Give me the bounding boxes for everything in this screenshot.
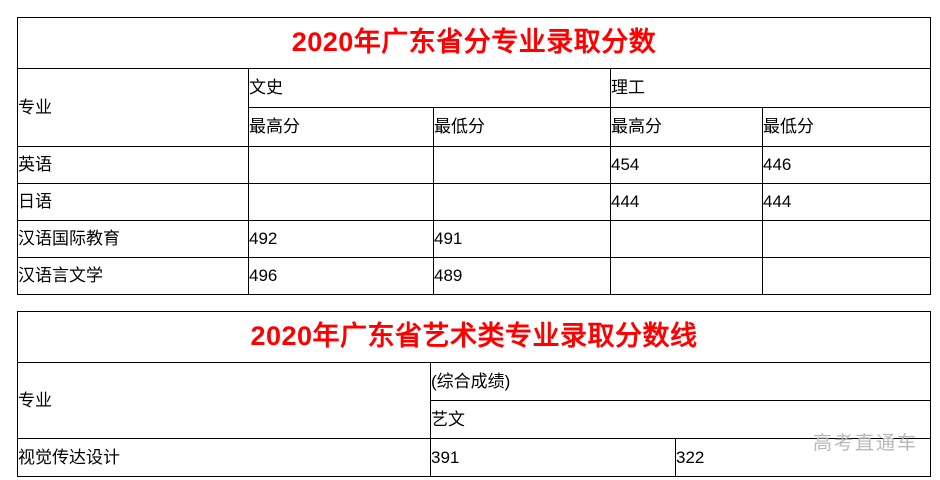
wenshi-min-score: 491	[433, 220, 611, 258]
art-scores-title-row: 2020年广东省艺术类专业录取分数线	[17, 311, 931, 363]
art-scores-table: 2020年广东省艺术类专业录取分数线 专业 (综合成绩) 艺文 视觉传达设计 3…	[17, 311, 931, 477]
table-row: 英语 454 446	[17, 146, 932, 184]
art-major-name: 视觉传达设计	[17, 438, 431, 477]
ligong-min-score	[761, 220, 932, 258]
art-score-highlighted: 391	[430, 438, 676, 477]
header-group-ligong: 理工	[609, 68, 932, 108]
art-scores-header-row-1: 专业 (综合成绩)	[17, 362, 931, 439]
header-ligong-min: 最低分	[761, 107, 932, 147]
art-header-major-label: 专业	[17, 362, 431, 439]
wenshi-max-score	[248, 183, 434, 221]
major-name: 汉语国际教育	[17, 220, 249, 258]
wenshi-min-score	[433, 183, 611, 221]
header-major-label: 专业	[17, 68, 249, 147]
table-row: 汉语言文学 496 489	[17, 257, 932, 295]
ligong-min-score: 446	[761, 146, 932, 184]
major-name: 日语	[17, 183, 249, 221]
major-name: 汉语言文学	[17, 257, 249, 295]
wenshi-max-score: 496	[248, 257, 434, 295]
ligong-max-score: 454	[610, 146, 763, 184]
header-wenshi-max: 最高分	[248, 107, 434, 147]
wenshi-min-score	[433, 146, 611, 184]
table-row: 日语 444 444	[17, 183, 932, 221]
table-row: 汉语国际教育 492 491	[17, 220, 932, 258]
header-group-wenshi: 文史	[248, 68, 611, 108]
major-scores-header-row-2: 最高分 最低分 最高分 最低分	[18, 107, 932, 147]
art-header-group-label: (综合成绩)	[430, 362, 931, 401]
major-scores-table: 2020年广东省分专业录取分数 专业 文史 理工 最高分 最低分 最高分 最低分…	[16, 17, 932, 295]
header-ligong-max: 最高分	[610, 107, 763, 147]
header-wenshi-min: 最低分	[433, 107, 611, 147]
wenshi-max-score	[248, 146, 434, 184]
art-scores-title-cell: 2020年广东省艺术类专业录取分数线	[17, 311, 931, 363]
ligong-min-score	[761, 257, 932, 295]
major-name: 英语	[17, 146, 249, 184]
ligong-max-score	[610, 257, 763, 295]
major-scores-title-cell: 2020年广东省分专业录取分数	[16, 17, 932, 69]
art-score-secondary: 322	[675, 438, 931, 477]
ligong-max-score: 444	[610, 183, 763, 221]
art-header-subcolumn-label: 艺文	[430, 400, 931, 439]
ligong-max-score	[610, 220, 763, 258]
major-scores-title-row: 2020年广东省分专业录取分数	[16, 17, 932, 69]
major-scores-title: 2020年广东省分专业录取分数	[291, 27, 657, 58]
table-row: 视觉传达设计 391 322	[17, 438, 931, 477]
major-scores-header-row-1: 专业 文史 理工	[17, 68, 932, 147]
art-scores-title: 2020年广东省艺术类专业录取分数线	[250, 321, 698, 352]
wenshi-min-score: 489	[433, 257, 611, 295]
art-scores-header-row-2: 艺文	[18, 400, 931, 439]
ligong-min-score: 444	[761, 183, 932, 221]
wenshi-max-score: 492	[248, 220, 434, 258]
